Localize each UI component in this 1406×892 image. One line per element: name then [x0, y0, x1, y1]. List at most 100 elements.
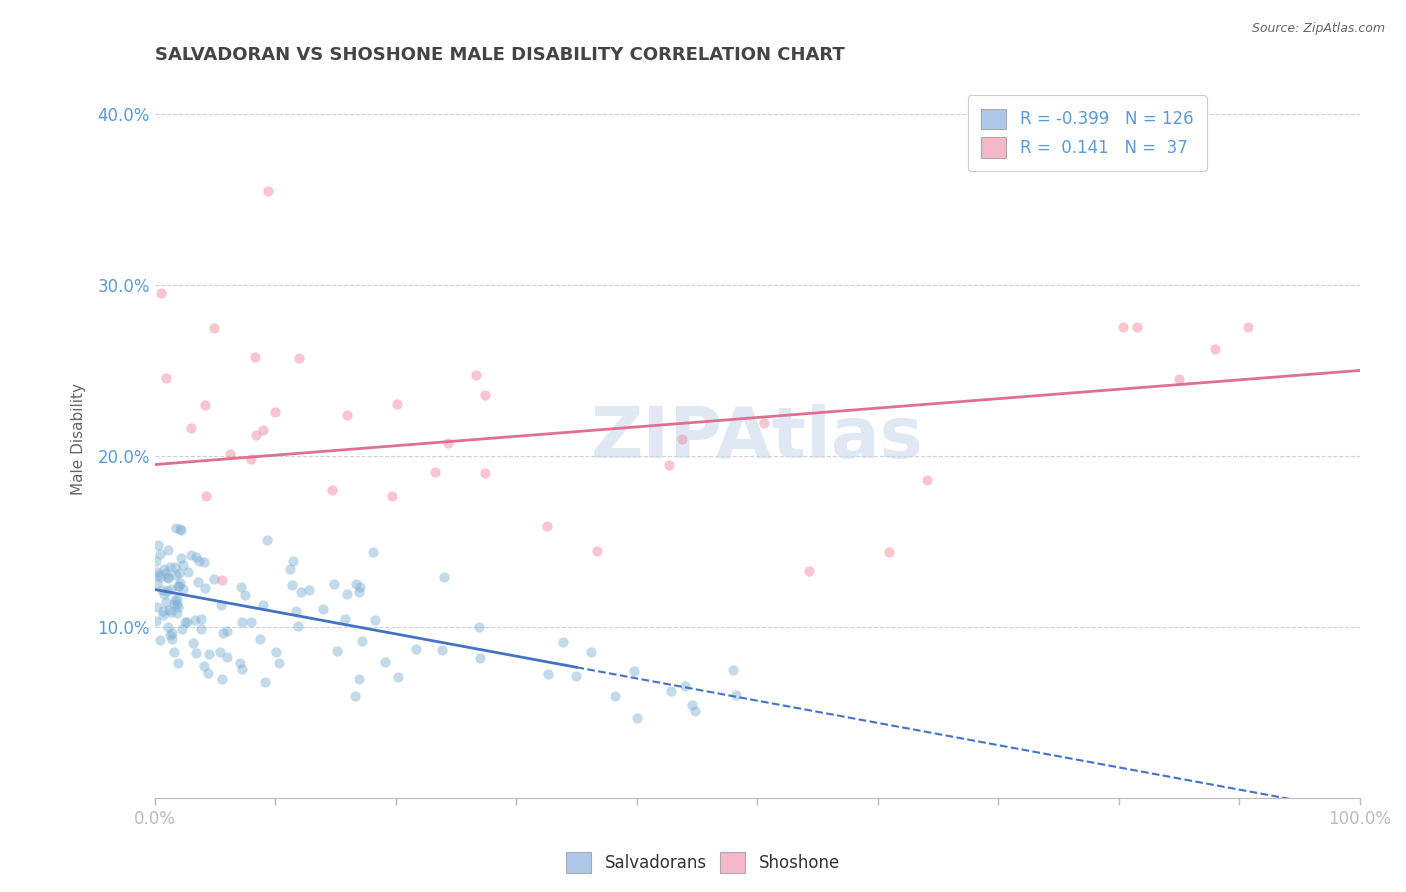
Point: [202, 572, 225, 586]
Point: [347, 584, 370, 599]
Point: [233, 588, 256, 602]
Point: [211, 573, 233, 587]
Point: [1237, 320, 1260, 334]
Point: [879, 545, 901, 559]
Point: [187, 574, 209, 589]
Point: [195, 489, 218, 503]
Point: [240, 452, 263, 467]
Point: [170, 523, 193, 537]
Point: [344, 576, 367, 591]
Point: [1204, 343, 1226, 357]
Point: [430, 642, 453, 657]
Point: [347, 672, 370, 686]
Point: [166, 607, 188, 621]
Point: [155, 595, 177, 609]
Point: [212, 625, 235, 640]
Point: [287, 351, 309, 365]
Point: [169, 523, 191, 537]
Point: [468, 620, 491, 634]
Point: [385, 397, 408, 411]
Point: [166, 521, 188, 535]
Point: [231, 662, 253, 676]
Point: [155, 371, 177, 385]
Y-axis label: Male Disability: Male Disability: [72, 383, 86, 495]
Point: [157, 571, 180, 585]
Point: [166, 591, 188, 606]
Point: [405, 641, 427, 656]
Point: [176, 615, 198, 629]
Text: SALVADORAN VS SHOSHONE MALE DISABILITY CORRELATION CHART: SALVADORAN VS SHOSHONE MALE DISABILITY C…: [155, 46, 845, 64]
Point: [215, 624, 238, 638]
Point: [565, 669, 588, 683]
Point: [217, 650, 239, 665]
Point: [374, 655, 396, 669]
Point: [177, 565, 200, 579]
Point: [198, 647, 221, 661]
Point: [536, 666, 558, 681]
Point: [321, 483, 343, 497]
Point: [170, 623, 193, 637]
Point: [172, 558, 194, 573]
Point: [152, 603, 174, 617]
Point: [166, 600, 188, 615]
Point: [581, 645, 603, 659]
Point: [157, 543, 180, 558]
Point: [253, 674, 276, 689]
Point: [186, 647, 208, 661]
Point: [153, 587, 176, 601]
Point: [183, 613, 205, 627]
Point: [326, 644, 349, 658]
Legend: R = -0.399   N = 126, R =  0.141   N =  37: R = -0.399 N = 126, R = 0.141 N = 37: [967, 95, 1206, 171]
Point: [157, 603, 180, 617]
Point: [387, 670, 409, 684]
Point: [193, 555, 215, 569]
Point: [626, 710, 648, 724]
Point: [1126, 320, 1149, 334]
Point: [256, 533, 278, 548]
Point: [194, 581, 217, 595]
Point: [658, 458, 681, 472]
Point: [536, 518, 558, 533]
Point: [159, 627, 181, 641]
Point: [184, 550, 207, 565]
Point: [240, 615, 263, 629]
Point: [269, 656, 291, 670]
Point: [169, 575, 191, 590]
Point: [209, 598, 232, 612]
Point: [146, 600, 169, 615]
Point: [284, 604, 307, 618]
Point: [721, 664, 744, 678]
Point: [551, 635, 574, 649]
Point: [180, 421, 202, 435]
Point: [167, 656, 190, 670]
Point: [145, 615, 167, 629]
Point: [350, 634, 373, 648]
Point: [437, 435, 460, 450]
Point: [167, 579, 190, 593]
Point: [159, 560, 181, 574]
Point: [153, 562, 176, 576]
Point: [281, 554, 304, 568]
Point: [188, 554, 211, 568]
Point: [163, 597, 186, 611]
Point: [146, 568, 169, 582]
Point: [231, 615, 253, 629]
Point: [245, 428, 267, 442]
Point: [278, 561, 301, 575]
Point: [155, 566, 177, 580]
Point: [145, 554, 167, 568]
Point: [180, 548, 202, 562]
Point: [312, 602, 335, 616]
Point: [149, 570, 172, 584]
Text: Source: ZipAtlas.com: Source: ZipAtlas.com: [1251, 22, 1385, 36]
Point: [605, 689, 627, 703]
Point: [219, 447, 242, 461]
Point: [349, 580, 371, 594]
Point: [156, 570, 179, 584]
Point: [468, 650, 491, 665]
Point: [252, 598, 274, 612]
Point: [150, 583, 173, 598]
Point: [190, 622, 212, 636]
Point: [683, 705, 706, 719]
Point: [673, 680, 696, 694]
